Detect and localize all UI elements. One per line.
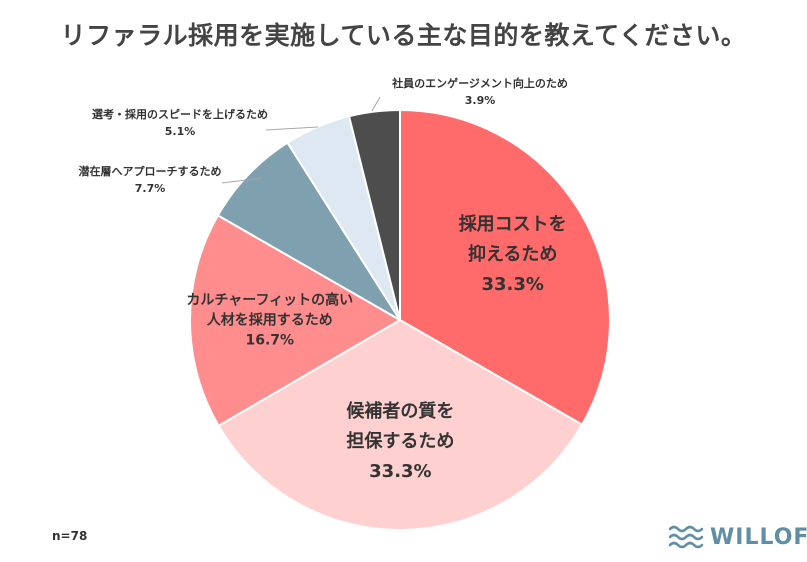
pie-slice: [217, 318, 584, 531]
slice-category-label: 候補者の質を: [346, 400, 454, 422]
slice-value-label: 33.3%: [481, 274, 543, 295]
slice-category-label: 選考・採用のスピードを上げるため: [92, 107, 268, 121]
pie-slice: [189, 214, 402, 428]
slice-category-label: 抑えるため: [468, 244, 557, 265]
slice-category-label: 潜在層へアプローチするため: [79, 164, 222, 178]
slice-value-label: 5.1%: [165, 125, 196, 138]
pie-slice: [399, 108, 611, 426]
pie-slice: [216, 141, 401, 321]
slice-value-label: 7.7%: [135, 182, 166, 195]
slice-category-label: 人材を採用するため: [207, 311, 333, 328]
chart-title: リファラル採用を実施している主な目的を教えてください。: [60, 21, 747, 50]
leader-lines: [221, 96, 381, 184]
slice-category-label: カルチャーフィットの高い: [186, 291, 353, 308]
slice-value-label: 3.9%: [465, 94, 496, 107]
slice-category-label: 担保するため: [346, 430, 454, 452]
slice-category-label: 社員のエンゲージメント向上のため: [391, 76, 568, 90]
leader-line: [221, 177, 263, 184]
logo-text: WILLOF: [710, 525, 807, 550]
waves-icon: [668, 525, 704, 549]
leader-line: [371, 96, 381, 112]
leader-line: [265, 126, 319, 131]
sample-size-label: n=78: [52, 529, 88, 543]
pie-slice: [347, 108, 401, 321]
slice-value-label: 16.7%: [246, 332, 295, 348]
pie-slices: [189, 108, 611, 531]
willof-logo: WILLOF: [668, 521, 807, 555]
slice-category-label: 採用コストを: [459, 213, 567, 235]
slice-value-label: 33.3%: [369, 461, 431, 482]
